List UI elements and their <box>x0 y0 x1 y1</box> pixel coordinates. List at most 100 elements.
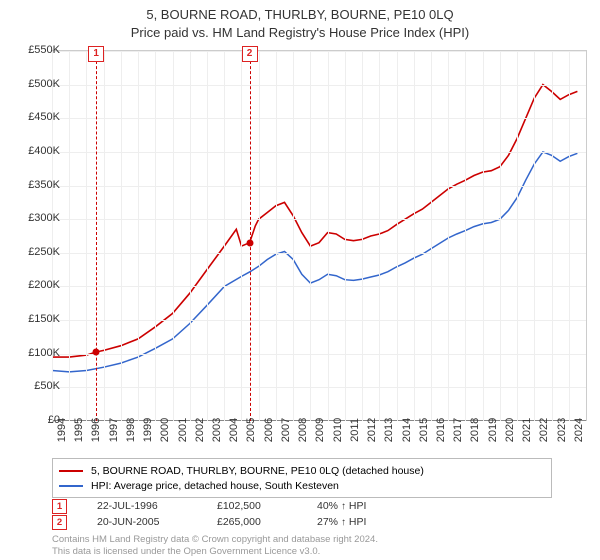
x-tick-label: 2011 <box>349 418 361 442</box>
gridline-h <box>52 85 586 86</box>
attribution: Contains HM Land Registry data © Crown c… <box>52 534 378 558</box>
gridline-h <box>52 219 586 220</box>
gridline-h <box>52 253 586 254</box>
gridline-v <box>86 51 87 421</box>
gridline-v <box>431 51 432 421</box>
title-line1: 5, BOURNE ROAD, THURLBY, BOURNE, PE10 0L… <box>0 6 600 24</box>
sale-row: 2 20-JUN-2005 £265,000 27% ↑ HPI <box>52 514 366 530</box>
plot-area: 12 <box>52 50 587 421</box>
x-tick-label: 2005 <box>245 418 257 442</box>
sale-price: £265,000 <box>217 516 317 528</box>
x-tick-label: 1999 <box>142 418 154 442</box>
legend-swatch <box>59 470 83 472</box>
gridline-v <box>465 51 466 421</box>
gridline-v <box>207 51 208 421</box>
x-tick-label: 1995 <box>73 418 85 442</box>
gridline-v <box>517 51 518 421</box>
y-tick-label: £50K <box>10 380 60 392</box>
x-tick-label: 2020 <box>504 418 516 442</box>
x-tick-label: 2001 <box>177 418 189 442</box>
sale-marker-point <box>93 349 100 356</box>
attribution-line: This data is licensed under the Open Gov… <box>52 546 378 558</box>
gridline-v <box>448 51 449 421</box>
gridline-h <box>52 387 586 388</box>
x-tick-label: 2016 <box>435 418 447 442</box>
gridline-v <box>259 51 260 421</box>
gridline-v <box>345 51 346 421</box>
sale-date: 20-JUN-2005 <box>97 516 217 528</box>
gridline-v <box>552 51 553 421</box>
gridline-v <box>328 51 329 421</box>
gridline-v <box>310 51 311 421</box>
gridline-v <box>362 51 363 421</box>
legend-swatch <box>59 485 83 487</box>
x-tick-label: 2012 <box>366 418 378 442</box>
gridline-v <box>224 51 225 421</box>
gridline-v <box>276 51 277 421</box>
x-tick-label: 2014 <box>401 418 413 442</box>
gridline-h <box>52 51 586 52</box>
sale-pct: 40% ↑ HPI <box>317 500 366 512</box>
legend-item: HPI: Average price, detached house, Sout… <box>59 478 545 493</box>
gridline-v <box>69 51 70 421</box>
sale-marker-line <box>96 51 97 421</box>
x-tick-label: 1997 <box>108 418 120 442</box>
x-tick-label: 2022 <box>538 418 550 442</box>
gridline-h <box>52 320 586 321</box>
x-tick-label: 2009 <box>314 418 326 442</box>
gridline-v <box>121 51 122 421</box>
series-line <box>52 85 577 358</box>
title-line2: Price paid vs. HM Land Registry's House … <box>0 24 600 42</box>
sale-price: £102,500 <box>217 500 317 512</box>
sale-marker-box: 2 <box>242 46 258 62</box>
sale-date: 22-JUL-1996 <box>97 500 217 512</box>
x-tick-label: 2018 <box>469 418 481 442</box>
gridline-v <box>397 51 398 421</box>
y-tick-label: £500K <box>10 78 60 90</box>
y-tick-label: £300K <box>10 212 60 224</box>
x-tick-label: 2024 <box>573 418 585 442</box>
x-tick-label: 2023 <box>556 418 568 442</box>
gridline-h <box>52 286 586 287</box>
y-tick-label: £200K <box>10 279 60 291</box>
sale-row: 1 22-JUL-1996 £102,500 40% ↑ HPI <box>52 498 366 514</box>
sale-number-box: 2 <box>52 515 67 530</box>
x-tick-label: 2004 <box>228 418 240 442</box>
chart-title: 5, BOURNE ROAD, THURLBY, BOURNE, PE10 0L… <box>0 0 600 42</box>
gridline-h <box>52 118 586 119</box>
legend: 5, BOURNE ROAD, THURLBY, BOURNE, PE10 0L… <box>52 458 552 498</box>
gridline-v <box>483 51 484 421</box>
gridline-v <box>52 51 53 421</box>
y-tick-label: £100K <box>10 347 60 359</box>
y-tick-label: £150K <box>10 313 60 325</box>
gridline-v <box>104 51 105 421</box>
sale-number-box: 1 <box>52 499 67 514</box>
x-tick-label: 2000 <box>159 418 171 442</box>
gridline-v <box>138 51 139 421</box>
gridline-v <box>534 51 535 421</box>
sale-table: 1 22-JUL-1996 £102,500 40% ↑ HPI 2 20-JU… <box>52 498 366 530</box>
y-tick-label: £450K <box>10 111 60 123</box>
gridline-v <box>190 51 191 421</box>
x-tick-label: 2010 <box>332 418 344 442</box>
x-tick-label: 2015 <box>418 418 430 442</box>
x-tick-label: 2007 <box>280 418 292 442</box>
x-tick-label: 2019 <box>487 418 499 442</box>
legend-item: 5, BOURNE ROAD, THURLBY, BOURNE, PE10 0L… <box>59 463 545 478</box>
gridline-h <box>52 186 586 187</box>
gridline-h <box>52 152 586 153</box>
y-tick-label: £0 <box>10 414 60 426</box>
gridline-v <box>414 51 415 421</box>
x-tick-label: 2006 <box>263 418 275 442</box>
x-tick-label: 1996 <box>90 418 102 442</box>
x-tick-label: 2017 <box>452 418 464 442</box>
gridline-h <box>52 354 586 355</box>
legend-label: HPI: Average price, detached house, Sout… <box>91 480 339 492</box>
x-tick-label: 2002 <box>194 418 206 442</box>
x-tick-label: 1998 <box>125 418 137 442</box>
x-tick-label: 2021 <box>521 418 533 442</box>
sale-marker-box: 1 <box>88 46 104 62</box>
sale-marker-point <box>246 239 253 246</box>
sale-marker-line <box>250 51 251 421</box>
gridline-v <box>155 51 156 421</box>
